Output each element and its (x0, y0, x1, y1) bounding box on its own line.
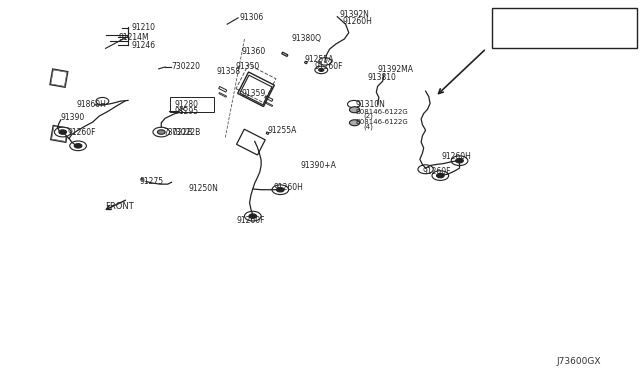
Circle shape (70, 141, 86, 151)
Text: B08146-6122G: B08146-6122G (356, 119, 408, 125)
Text: 91390+A: 91390+A (301, 161, 337, 170)
Text: 91214M: 91214M (118, 33, 149, 42)
Text: 91210: 91210 (131, 23, 155, 32)
Circle shape (244, 211, 261, 221)
Text: 91310N: 91310N (355, 100, 385, 109)
Circle shape (348, 100, 360, 108)
Bar (492, 8, 637, 48)
Text: 913810: 913810 (368, 73, 397, 81)
Text: 91260F: 91260F (67, 128, 96, 137)
Circle shape (517, 33, 527, 39)
Text: 91246: 91246 (131, 41, 156, 50)
Text: FRONT: FRONT (106, 202, 134, 211)
Circle shape (319, 68, 324, 71)
Text: J73600GX: J73600GX (557, 357, 602, 366)
Circle shape (349, 107, 360, 113)
Text: 91392MA: 91392MA (378, 65, 413, 74)
Text: 91260F: 91260F (315, 62, 344, 71)
Text: 91350: 91350 (236, 62, 260, 71)
Text: 91380Q: 91380Q (291, 34, 321, 43)
Circle shape (157, 130, 165, 134)
Circle shape (54, 127, 71, 137)
Circle shape (432, 171, 449, 180)
Text: 91860H: 91860H (77, 100, 107, 109)
Circle shape (512, 31, 532, 42)
Text: 91255A: 91255A (305, 55, 334, 64)
Text: 91306: 91306 (240, 13, 264, 22)
Text: 73022B: 73022B (172, 128, 201, 137)
Text: 91250N: 91250N (189, 185, 219, 193)
Text: 91260H: 91260H (274, 183, 304, 192)
Text: (2): (2) (364, 113, 373, 119)
Bar (170, 97, 214, 112)
Circle shape (451, 156, 468, 166)
Text: 91260H: 91260H (342, 17, 372, 26)
Circle shape (418, 165, 433, 174)
Circle shape (249, 214, 257, 218)
Text: 91295: 91295 (174, 107, 198, 116)
Circle shape (74, 144, 82, 148)
Text: 91360: 91360 (242, 47, 266, 56)
Text: 91280: 91280 (174, 100, 198, 109)
Circle shape (456, 158, 463, 163)
Text: B08146-6122G: B08146-6122G (356, 109, 408, 115)
Text: 91358: 91358 (216, 67, 241, 76)
Text: 91255A: 91255A (268, 126, 297, 135)
Circle shape (153, 127, 170, 137)
Circle shape (319, 58, 332, 65)
Circle shape (59, 130, 67, 134)
Text: 73022B: 73022B (163, 128, 193, 137)
Text: 91392N: 91392N (339, 10, 369, 19)
Circle shape (96, 97, 109, 105)
Text: 91390: 91390 (61, 113, 85, 122)
Circle shape (315, 66, 328, 74)
Text: 91359: 91359 (242, 89, 266, 98)
Text: (4): (4) (364, 123, 373, 130)
Circle shape (349, 120, 360, 126)
Text: 730220: 730220 (172, 62, 200, 71)
Circle shape (436, 173, 444, 178)
Circle shape (276, 187, 284, 192)
Text: 73022P: 73022P (548, 32, 577, 41)
Text: 91260H: 91260H (442, 152, 472, 161)
Text: 91260F: 91260F (237, 216, 266, 225)
Text: 91260F: 91260F (422, 167, 451, 176)
Circle shape (272, 185, 289, 195)
Text: STANDARD ROOF PLUG: STANDARD ROOF PLUG (495, 16, 588, 25)
Text: 91275: 91275 (140, 177, 164, 186)
